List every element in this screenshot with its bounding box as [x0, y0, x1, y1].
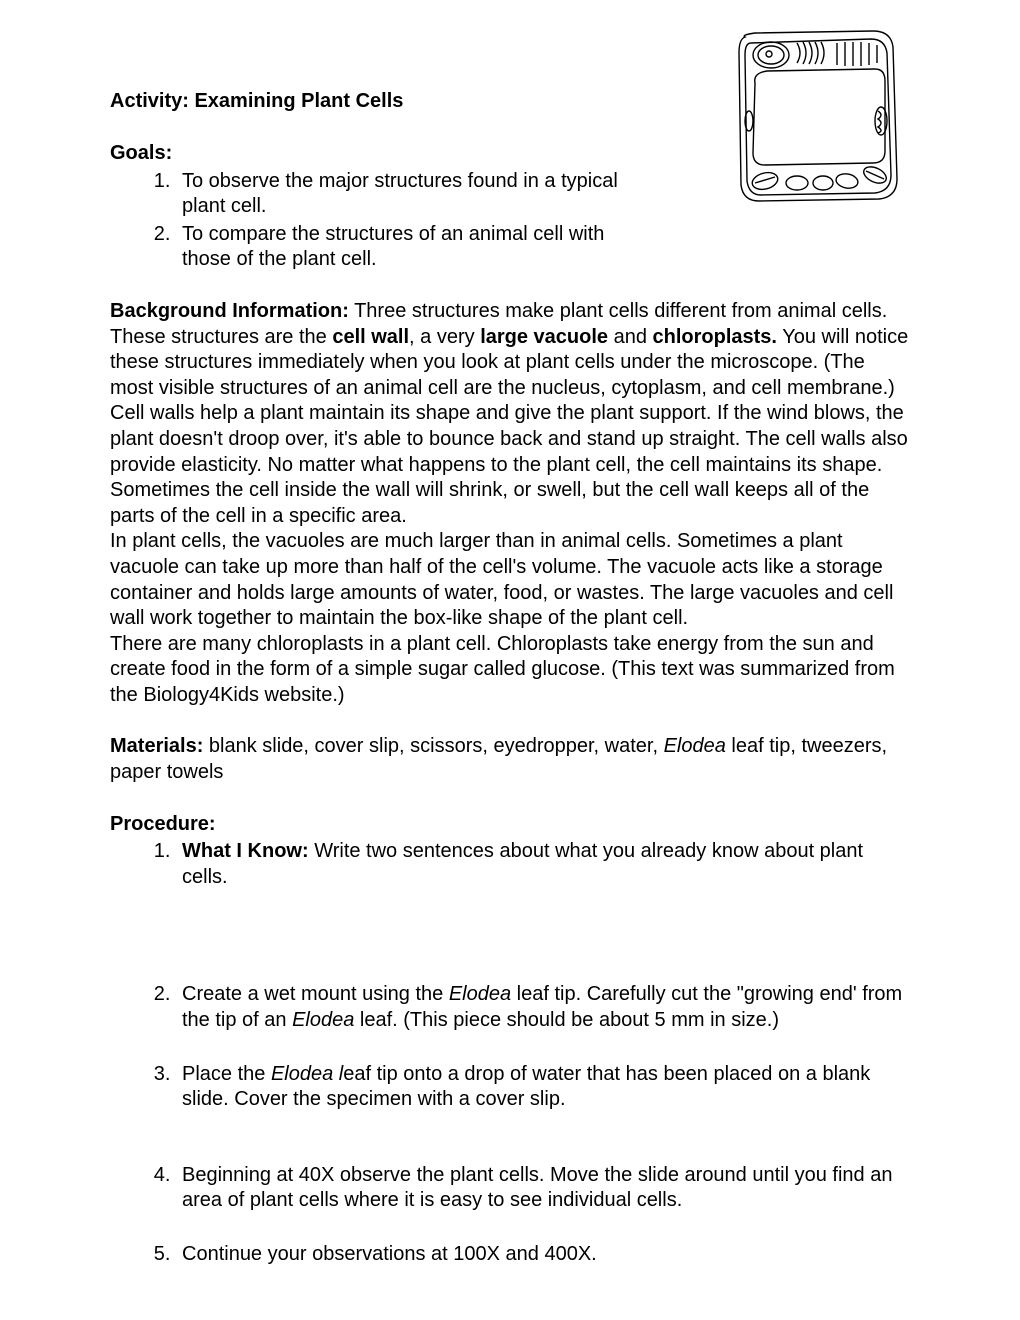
term-large-vacuole: large vacuole	[480, 326, 608, 348]
body-text: , a very	[409, 326, 480, 348]
background-label: Background Information:	[110, 300, 349, 322]
list-item: To compare the structures of an animal c…	[176, 222, 650, 273]
species-name: Elodea	[292, 1009, 354, 1031]
procedure-step: What I Know: Write two sentences about w…	[176, 839, 910, 890]
step-sublabel: What I Know:	[182, 840, 309, 862]
species-name: Elodea l	[271, 1063, 343, 1085]
procedure-step: Continue your observations at 100X and 4…	[176, 1242, 910, 1268]
procedure-step: Create a wet mount using the Elodea leaf…	[176, 982, 910, 1033]
materials-label: Materials:	[110, 735, 203, 757]
materials-section: Materials: blank slide, cover slip, scis…	[110, 734, 910, 785]
document-page: Activity: Examining Plant Cells Goals: T…	[0, 0, 1020, 1320]
background-section: Background Information: Three structures…	[110, 299, 910, 709]
procedure-section: Procedure: What I Know: Write two senten…	[110, 812, 910, 1268]
procedure-label: Procedure:	[110, 812, 910, 838]
term-chloroplasts: chloroplasts.	[653, 326, 777, 348]
materials-text: blank slide, cover slip, scissors, eyedr…	[203, 735, 663, 757]
species-name: Elodea	[449, 983, 511, 1005]
body-paragraph: In plant cells, the vacuoles are much la…	[110, 529, 910, 631]
plant-cell-diagram	[725, 25, 905, 205]
body-paragraph: There are many chloroplasts in a plant c…	[110, 632, 910, 709]
list-item: To observe the major structures found in…	[176, 169, 650, 220]
procedure-list: What I Know: Write two sentences about w…	[110, 839, 910, 1267]
goals-section: Goals: To observe the major structures f…	[110, 141, 650, 273]
step-text: Place the	[182, 1063, 271, 1085]
step-text: Create a wet mount using the	[182, 983, 449, 1005]
species-name: Elodea	[664, 735, 726, 757]
procedure-step: Beginning at 40X observe the plant cells…	[176, 1163, 910, 1214]
term-cell-wall: cell wall	[332, 326, 409, 348]
procedure-step: Place the Elodea leaf tip onto a drop of…	[176, 1062, 910, 1113]
step-text: leaf. (This piece should be about 5 mm i…	[354, 1009, 779, 1031]
body-text: and	[608, 326, 652, 348]
body-paragraph: Cell walls help a plant maintain its sha…	[110, 401, 910, 529]
goals-label: Goals:	[110, 142, 172, 164]
goals-list: To observe the major structures found in…	[110, 169, 650, 273]
